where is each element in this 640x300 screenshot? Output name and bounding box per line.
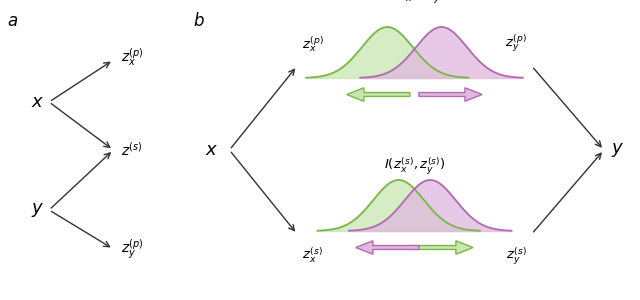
Text: $z_y^{(p)}$: $z_y^{(p)}$ (506, 32, 527, 54)
Text: $x$: $x$ (31, 93, 44, 111)
Text: a: a (8, 12, 18, 30)
Text: $y$: $y$ (611, 141, 624, 159)
Text: $z_y^{(p)}$: $z_y^{(p)}$ (121, 237, 144, 261)
Text: $z^{(s)}$: $z^{(s)}$ (121, 141, 143, 159)
Text: $I^{(c)}(z_x^{(p)},z_y^{(p)})$: $I^{(c)}(z_x^{(p)},z_y^{(p)})$ (376, 0, 453, 6)
Text: b: b (193, 12, 204, 30)
Text: $z_x^{(p)}$: $z_x^{(p)}$ (121, 46, 144, 68)
Text: $z_x^{(s)}$: $z_x^{(s)}$ (301, 246, 323, 266)
Text: $z_y^{(s)}$: $z_y^{(s)}$ (506, 246, 527, 267)
Text: $z_x^{(p)}$: $z_x^{(p)}$ (301, 34, 323, 54)
Text: $I(z_x^{(s)},z_y^{(s)})$: $I(z_x^{(s)},z_y^{(s)})$ (383, 156, 445, 177)
FancyArrow shape (356, 241, 419, 254)
FancyArrow shape (347, 88, 410, 101)
Text: $x$: $x$ (205, 141, 218, 159)
FancyArrow shape (419, 88, 482, 101)
Text: $y$: $y$ (31, 201, 44, 219)
FancyArrow shape (410, 241, 473, 254)
